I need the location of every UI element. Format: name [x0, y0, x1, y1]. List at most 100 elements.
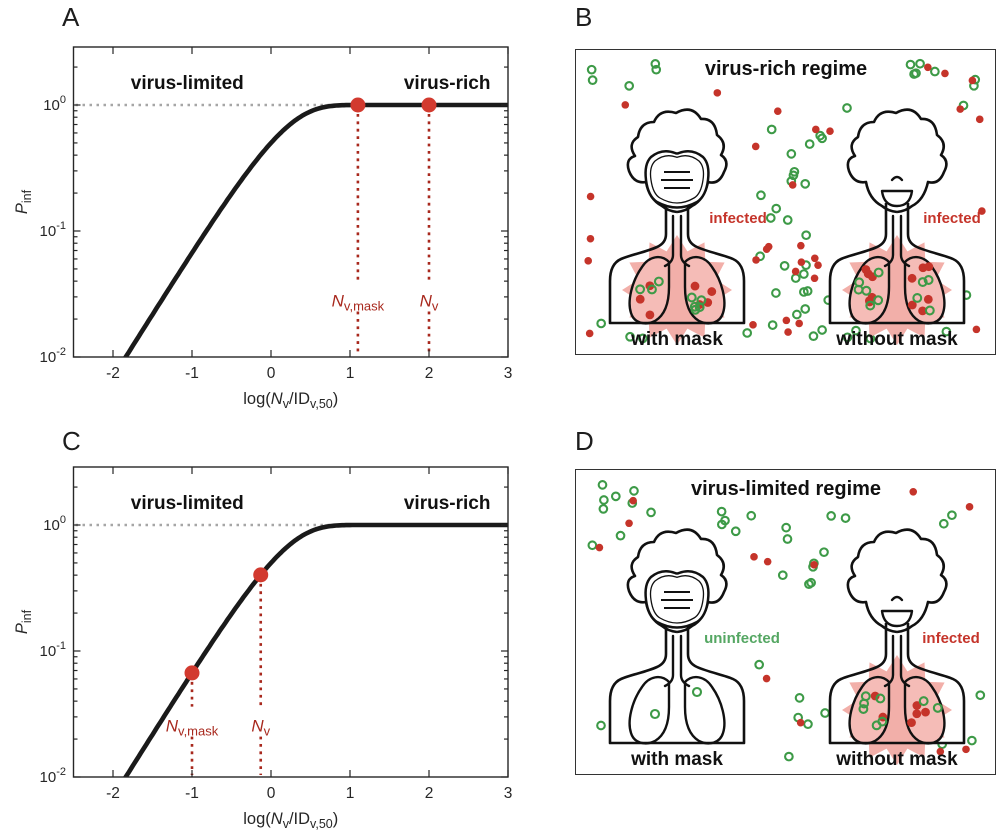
green-virion-dot [923, 275, 934, 285]
red-virion-dot [751, 142, 760, 151]
head-outline [626, 108, 728, 214]
red-virion-dot [918, 263, 928, 273]
caption-without-mask: without mask [836, 749, 958, 770]
red-virion-dot [713, 89, 722, 97]
x-tick-label: 2 [425, 785, 434, 802]
red-virion-dot [826, 127, 834, 135]
green-virion-dot [808, 331, 819, 341]
panel-d: D virus-limited regime uninfected infect… [560, 420, 1000, 838]
axis-ticks [73, 467, 509, 778]
red-virion-dot [936, 747, 945, 756]
torso-outline [608, 623, 746, 745]
torso-outline [828, 203, 966, 325]
red-virion-dot [585, 329, 594, 338]
green-virion-dot [800, 179, 811, 189]
green-virion-dot [873, 267, 884, 278]
green-virion-dot [975, 690, 986, 701]
smiling-mouth [880, 609, 914, 628]
left-lung [628, 255, 671, 325]
status-label-infected: infected [709, 210, 767, 227]
panel-c-letter: C [62, 426, 81, 456]
y-tick-label: 10-2 [40, 766, 66, 786]
status-label-infected: infected [923, 210, 981, 227]
green-virion-dot [779, 261, 790, 271]
caption-with-mask: with mask [631, 329, 723, 350]
green-virion-dot [860, 691, 871, 702]
red-virion-dot [707, 287, 717, 296]
smiling-mouth [880, 189, 914, 208]
green-virion-dot [765, 213, 776, 223]
x-tick-label: 3 [504, 785, 513, 802]
green-virion-dot [782, 534, 793, 544]
face-mask-inner-line [649, 575, 705, 624]
torso-outline [828, 623, 966, 745]
x-tick-label: 1 [346, 365, 355, 382]
region-label: virus-limited [131, 493, 244, 514]
red-virion-dot [796, 718, 805, 727]
x-tick-label: 2 [425, 365, 434, 382]
red-virion-dot [788, 181, 797, 189]
green-virion-dot [932, 702, 943, 713]
caption-with-mask: with mask [631, 749, 723, 770]
green-virion-dot [646, 507, 656, 518]
lung-dots [649, 686, 703, 720]
red-virion-dot [965, 503, 974, 511]
green-virion-dot [730, 526, 741, 537]
red-virion-dot [962, 745, 970, 754]
red-virion-dot [629, 496, 637, 505]
green-virion-dot [771, 203, 782, 214]
green-virion-dot [587, 540, 598, 551]
green-virion-dot [629, 486, 639, 496]
red-virion-dot [907, 718, 916, 727]
nose [890, 175, 904, 182]
chart-a: Nv,mask Nv -2 -1 0 1 2 3 100 10-1 10-2 log(Nv/IDv,5… [13, 46, 512, 411]
green-virion-dot [804, 579, 814, 590]
status-label-uninfected: uninfected [704, 630, 780, 647]
red-virion-dot [811, 254, 819, 263]
marker-label: Nv,mask [166, 717, 219, 739]
marker-label: Nv,mask [332, 292, 385, 314]
green-virion-dot [794, 693, 805, 703]
red-virion-dot [749, 321, 757, 329]
y-tick-label: 100 [43, 514, 66, 534]
red-virion-dot [924, 63, 932, 72]
red-virion-dot [586, 192, 595, 201]
y-tick-label: 100 [43, 94, 66, 114]
red-virion-dot [968, 76, 977, 85]
green-virion-dot [967, 735, 977, 746]
green-virion-dot [941, 326, 952, 337]
red-virion-dot [861, 265, 871, 274]
green-virion-dot [650, 59, 661, 69]
green-virion-dot [782, 215, 793, 225]
marker-label: Nv [420, 292, 439, 314]
green-virion-dot [686, 292, 697, 303]
chart-c-dose-response: Nv,mask Nv -2 -1 0 1 2 3 100 10-1 10-2 log(Nv/IDv,5… [13, 466, 513, 831]
red-virion-dot [782, 316, 791, 325]
red-virion-dot [909, 487, 918, 496]
axes-box [72, 466, 509, 778]
axis-ticks [73, 47, 509, 358]
green-virion-dot [624, 81, 635, 91]
green-virion-dot [716, 519, 727, 530]
green-virion-dot [649, 708, 661, 720]
red-virion-dot [907, 273, 917, 283]
trachea [679, 214, 691, 268]
red-virion-dot [690, 281, 700, 291]
green-virion-dot [742, 328, 753, 338]
green-virion-dot [815, 130, 826, 141]
red-virion-dot [764, 242, 773, 251]
trachea [883, 634, 895, 688]
green-virion-dot [597, 480, 608, 490]
green-virion-dot [790, 273, 801, 283]
green-virion-dot [596, 720, 606, 731]
x-axis-label: log(Nv/IDv,50) [243, 390, 338, 411]
red-virion-dot [923, 294, 933, 304]
chart-c: Nv,mask Nv -2 -1 0 1 2 3 100 10-1 10-2 log(Nv/IDv,5… [13, 466, 513, 831]
green-virion-dot [599, 495, 609, 505]
panel-d-letter: D [575, 426, 594, 456]
red-virion-dot [921, 707, 930, 717]
region-label: virus-limited [131, 73, 244, 94]
panel-a: Nv,mask Nv -2 -1 0 1 2 3 100 10-1 10-2 log(Nv/IDv,5… [0, 0, 560, 420]
red-virion-dot [978, 207, 986, 215]
green-virion-dot [802, 286, 813, 296]
